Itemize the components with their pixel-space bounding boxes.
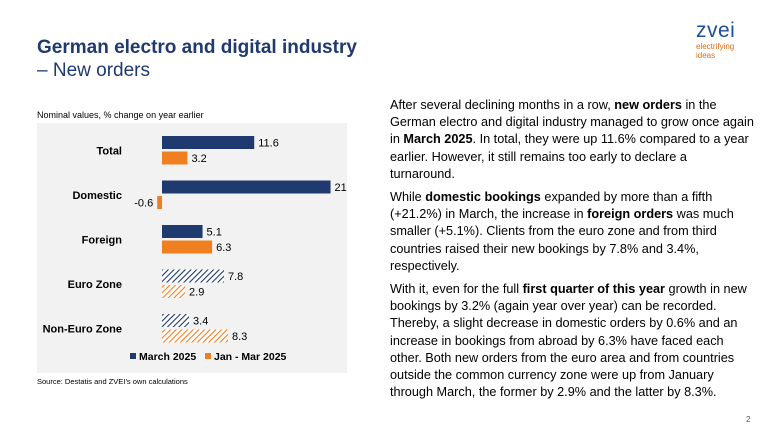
data-label: 21.2 xyxy=(335,182,347,194)
bar-jan-mar-2025 xyxy=(162,285,186,298)
p1-run-3: March 2025 xyxy=(403,132,473,147)
logo-wordmark: zvei xyxy=(696,19,736,42)
legend-march-2025-swatch xyxy=(130,353,136,359)
data-label: 3.4 xyxy=(193,316,208,328)
p2-run-3: foreign orders xyxy=(587,207,674,222)
slide-title: German electro and digital industry xyxy=(37,37,357,58)
commentary-text: After several declining months in a row,… xyxy=(390,97,755,407)
category-label: Foreign xyxy=(82,234,123,246)
p3-run-2: growth in new bookings by 3.2% (again ye… xyxy=(390,282,747,400)
logo-tagline-line2: ideas xyxy=(696,51,716,60)
data-label: 6.3 xyxy=(216,242,231,254)
p1-run-1: new orders xyxy=(614,98,682,112)
p3-run-0: With it, even for the full xyxy=(390,282,523,297)
p2-run-0: While xyxy=(390,190,426,205)
logo-tagline-line1: electrifying xyxy=(696,42,735,51)
category-label: Euro Zone xyxy=(68,279,122,291)
p1-run-2: in the German electro and digital indust… xyxy=(390,98,754,147)
p2-run-4: was much smaller (+5.1%). Clients from t… xyxy=(390,207,734,273)
data-label: 2.9 xyxy=(189,287,204,299)
bar-march-2025 xyxy=(162,225,203,238)
bar-jan-mar-2025 xyxy=(162,329,228,343)
data-label: 5.1 xyxy=(207,227,222,239)
chart-source-note: Source: Destatis and ZVEI’s own calculat… xyxy=(37,377,188,386)
p1-run-0: After several declining months in a row, xyxy=(390,98,615,112)
bar-march-2025 xyxy=(162,136,255,149)
paragraph-first-quarter: With it, even for the full first quarter… xyxy=(390,281,755,401)
bar-jan-mar-2025 xyxy=(162,151,188,165)
category-label: Non-Euro Zone xyxy=(43,323,122,335)
page-number: 2 xyxy=(746,415,751,424)
category-label: Domestic xyxy=(72,190,122,202)
data-label: 7.8 xyxy=(228,271,243,283)
zvei-logo: zvei electrifying ideas xyxy=(696,19,756,61)
bar-jan-mar-2025 xyxy=(162,240,213,254)
data-label: 3.2 xyxy=(191,153,206,165)
data-label: 8.3 xyxy=(232,331,247,343)
p1-run-4: . In total, they were up 11.6% compared … xyxy=(390,132,749,181)
p3-run-1: first quarter of this year xyxy=(522,282,665,297)
bar-jan-mar-2025 xyxy=(157,196,162,209)
legend-jan-mar-2025-swatch xyxy=(205,353,211,359)
legend-march-2025-label: March 2025 xyxy=(139,351,196,363)
paragraph-march: After several declining months in a row,… xyxy=(390,97,755,183)
p2-run-1: domestic bookings xyxy=(425,190,541,205)
data-label: 11.6 xyxy=(258,138,279,150)
category-label: Total xyxy=(97,145,122,157)
paragraph-domestic-foreign: While domestic bookings expanded by more… xyxy=(390,189,755,275)
bar-march-2025 xyxy=(162,180,331,194)
p2-run-2: expanded by more than a fifth (+21.2%) i… xyxy=(390,190,713,222)
chart-subtitle: Nominal values, % change on year earlier xyxy=(37,110,204,120)
legend-jan-mar-2025-label: Jan - Mar 2025 xyxy=(214,351,287,363)
slide-subtitle: – New orders xyxy=(37,60,150,81)
data-label: -0.6 xyxy=(134,198,153,210)
new-orders-bar-chart: Total Domestic Foreign Euro Zone Non-Euro Zo… xyxy=(37,123,347,373)
bar-march-2025 xyxy=(162,269,225,283)
bar-march-2025 xyxy=(162,314,190,327)
